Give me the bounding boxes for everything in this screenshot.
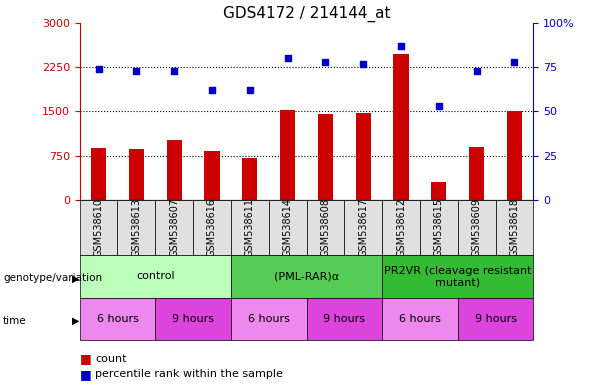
Point [207,87,217,93]
Bar [231,255,382,298]
Bar [91,149,106,200]
Bar [268,200,306,255]
Text: ■: ■ [80,368,91,381]
Text: GSM538608: GSM538608 [321,198,330,257]
Bar [382,298,458,340]
Point [169,68,179,74]
Point [472,68,482,74]
Bar [356,113,371,200]
Text: GSM538614: GSM538614 [283,198,292,257]
Bar [231,298,306,340]
Point [396,43,406,49]
Point [358,61,368,67]
Text: GSM538612: GSM538612 [396,198,406,257]
Text: GSM538609: GSM538609 [471,198,482,257]
Text: time: time [3,316,27,326]
Text: 6 hours: 6 hours [97,314,139,324]
Point [131,68,141,74]
Bar [495,200,533,255]
Point [245,87,255,93]
Bar [394,54,408,200]
Text: 9 hours: 9 hours [172,314,214,324]
Text: GSM538607: GSM538607 [169,198,179,257]
Text: PR2VR (cleavage resistant
mutant): PR2VR (cleavage resistant mutant) [384,266,531,287]
Bar [155,200,193,255]
Title: GDS4172 / 214144_at: GDS4172 / 214144_at [223,5,390,22]
Text: 9 hours: 9 hours [323,314,365,324]
Text: count: count [95,354,126,364]
Text: GSM538615: GSM538615 [434,198,444,257]
Bar [167,140,181,200]
Bar [306,298,382,340]
Bar [318,114,333,200]
Bar [382,200,420,255]
Bar [80,200,118,255]
Bar [306,200,345,255]
Text: GSM538617: GSM538617 [358,198,368,257]
Text: percentile rank within the sample: percentile rank within the sample [95,369,283,379]
Bar [420,200,458,255]
Text: 6 hours: 6 hours [399,314,441,324]
Bar [242,159,257,200]
Text: ▶: ▶ [72,273,80,283]
Text: GSM538618: GSM538618 [509,198,519,257]
Bar [507,111,522,200]
Bar [345,200,382,255]
Point [509,59,519,65]
Bar [118,200,155,255]
Bar [382,255,533,298]
Text: control: control [136,271,175,281]
Bar [80,298,155,340]
Text: ■: ■ [80,353,91,366]
Bar [80,255,231,298]
Bar [458,200,495,255]
Bar [458,298,533,340]
Text: genotype/variation: genotype/variation [3,273,102,283]
Point [434,103,444,109]
Bar [280,109,295,200]
Bar [129,149,144,200]
Bar [205,151,219,200]
Bar [155,298,231,340]
Text: GSM538610: GSM538610 [94,198,104,257]
Text: ▶: ▶ [72,316,80,326]
Text: 6 hours: 6 hours [248,314,289,324]
Bar [432,182,446,200]
Text: GSM538611: GSM538611 [245,198,255,257]
Text: (PML-RAR)α: (PML-RAR)α [274,271,339,281]
Text: 9 hours: 9 hours [474,314,517,324]
Bar [231,200,268,255]
Point [283,55,292,61]
Text: GSM538616: GSM538616 [207,198,217,257]
Bar [469,147,484,200]
Bar [193,200,231,255]
Point [321,59,330,65]
Point [94,66,104,72]
Text: GSM538613: GSM538613 [131,198,142,257]
